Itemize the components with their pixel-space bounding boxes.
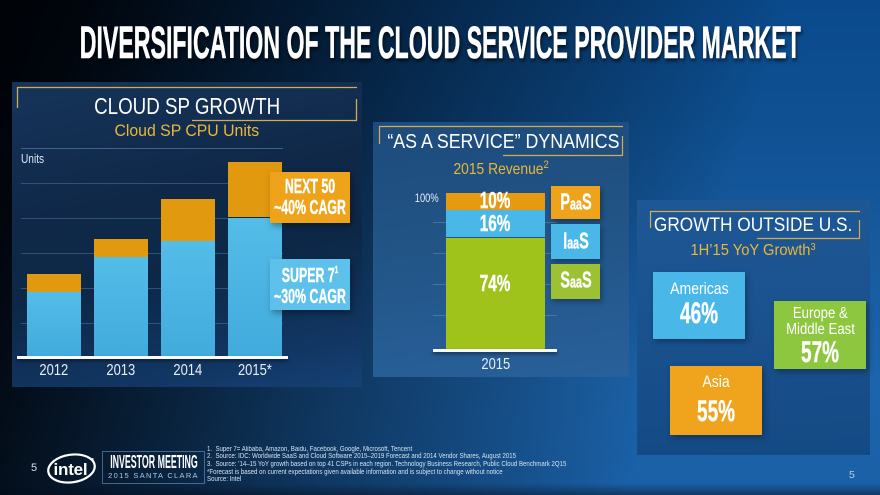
svg-text:intel: intel [54, 460, 88, 479]
